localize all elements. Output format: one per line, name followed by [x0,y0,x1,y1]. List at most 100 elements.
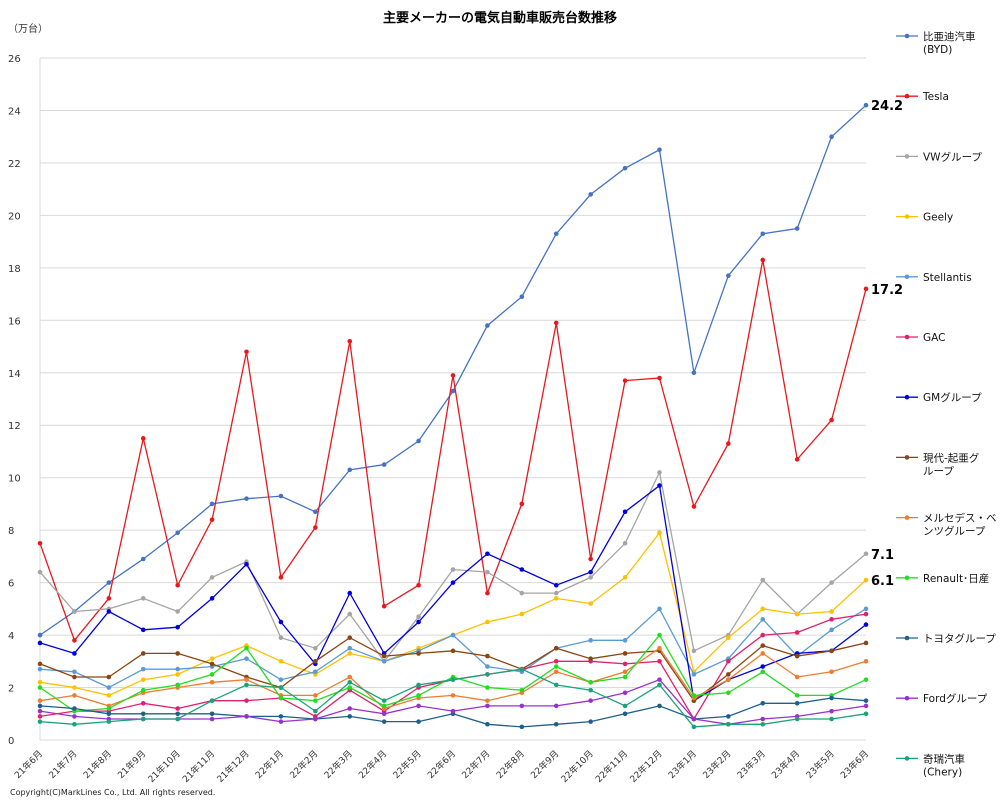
x-tick-label: 22年8月 [494,748,527,781]
data-point [863,677,869,682]
data-point [347,679,353,685]
annotations: 24.2 17.2 7.1 6.1 [871,99,903,589]
legend-item: VWグループ [896,150,982,163]
x-tick-label: 22年7月 [459,748,492,781]
data-point [313,716,318,722]
data-point [863,577,869,583]
x-tick-label: 22年9月 [528,748,561,781]
legend-item: 現代-起亜グループ [896,451,980,477]
data-point [347,611,353,617]
data-point [37,569,43,575]
y-tick-label: 20 [8,211,21,222]
data-point [313,669,318,675]
legend-label-line: メルセデス・ベ [923,512,997,525]
legend-label-line: VWグループ [923,150,982,163]
data-point [485,323,490,328]
data-point [209,679,215,685]
data-point [760,716,766,722]
data-point [175,609,180,614]
data-point [140,627,146,633]
data-point [347,714,353,719]
data-point [588,656,593,661]
legend-label-line: ンツグループ [923,525,986,538]
data-point [485,685,490,690]
data-point [829,609,834,614]
data-point [140,677,146,682]
data-point [175,716,180,722]
data-point [657,703,662,709]
data-point [588,575,593,580]
data-point [485,698,490,703]
data-point [72,609,77,614]
data-point [381,719,387,724]
data-point [72,669,77,675]
data-point [209,711,215,717]
data-point [553,645,559,651]
data-point [347,338,353,344]
data-point [519,703,525,709]
data-point [37,632,43,638]
data-point [347,706,353,711]
legend-label: VWグループ [923,150,982,163]
data-point [588,719,593,724]
legend-swatch-marker [904,394,910,400]
x-tick-label: 21年8月 [81,748,114,781]
data-point [794,457,800,462]
legend-item: Tesla [896,91,949,103]
data-point [175,651,180,656]
data-point [657,530,662,536]
data-point [381,698,387,703]
legend-label-line: Geely [923,212,953,224]
x-tick-label: 22年6月 [425,748,458,781]
series-line [39,613,867,721]
data-point [760,617,766,622]
data-point [588,638,593,643]
x-tick-label: 22年5月 [390,748,423,781]
data-point [37,703,43,709]
legend-item: 比亜迪汽車(BYD) [896,30,976,56]
data-point [794,693,800,698]
data-point [37,640,43,646]
legend-label-line: トヨタグループ [923,632,996,645]
legend-label-line: Renault･日産 [923,572,989,585]
data-point [863,711,869,717]
y-tick-label: 4 [8,631,14,642]
data-point [37,708,43,714]
legend-swatch-marker [904,274,910,280]
data-point [244,496,249,501]
legend-label-line: Fordグループ [923,692,988,705]
data-point [450,648,456,654]
data-label: 24.2 [871,99,903,114]
legend-label: Fordグループ [923,692,988,705]
data-point [244,714,249,719]
data-point [140,436,146,441]
data-point [485,569,490,575]
legend-label: 比亜迪汽車(BYD) [923,30,976,56]
series-series [37,645,869,711]
data-point [485,653,490,659]
data-point [588,601,593,606]
data-point [691,672,697,677]
data-point [278,714,284,719]
legend-item: 奇瑞汽車(Chery) [896,752,965,778]
data-point [416,438,421,444]
x-tick-label: 22年12月 [627,748,664,785]
legend-label-line: Tesla [922,91,949,103]
data-point [209,575,215,580]
data-point [794,653,800,659]
data-point [72,685,77,690]
data-point [416,651,421,656]
y-tick-label: 10 [8,474,21,485]
data-point [622,690,628,696]
data-point [622,165,628,171]
data-point [106,711,112,717]
data-point [37,698,43,703]
data-point [829,627,834,633]
legend-label-line: ループ [923,465,954,477]
data-point [622,669,628,675]
data-point [175,706,180,711]
data-point [588,698,593,703]
data-point [278,493,284,499]
data-point [657,147,662,153]
data-point [691,716,697,722]
